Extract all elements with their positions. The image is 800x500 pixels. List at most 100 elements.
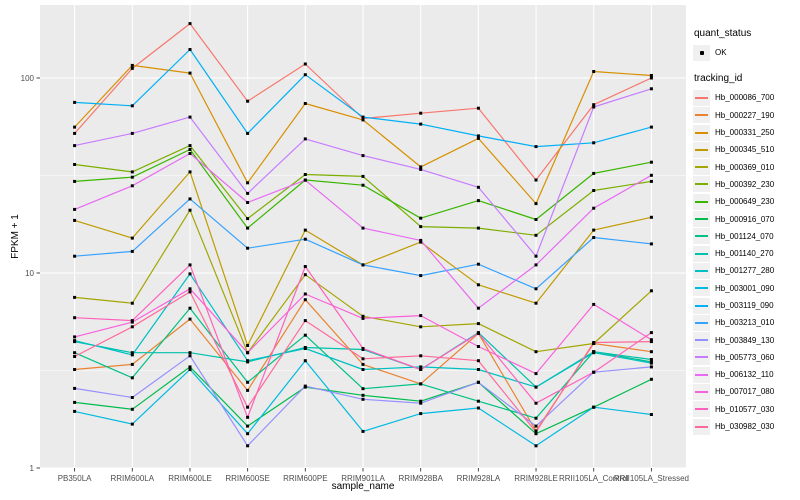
legend-item-ok[interactable]: OK bbox=[693, 44, 799, 61]
data-point bbox=[534, 372, 538, 376]
legend-line-swatch bbox=[695, 114, 708, 117]
legend-entries: Hb_000086_700 Hb_000227_190 Hb_000331_250 H… bbox=[693, 89, 799, 435]
data-point bbox=[73, 339, 77, 343]
data-point bbox=[649, 331, 653, 335]
point-marker-icon bbox=[699, 50, 704, 55]
legend-item-Hb_000086_700[interactable]: Hb_000086_700 bbox=[693, 89, 799, 106]
x-tick-label: RRIM928LA bbox=[457, 474, 501, 483]
legend-item-Hb_001277_280[interactable]: Hb_001277_280 bbox=[693, 262, 799, 279]
data-point bbox=[188, 71, 192, 75]
legend-item-label: Hb_000392_230 bbox=[715, 179, 775, 189]
data-point bbox=[419, 354, 423, 358]
x-tick-label: RRIM600SE bbox=[225, 474, 269, 483]
data-point bbox=[246, 217, 250, 221]
data-point bbox=[476, 399, 480, 403]
x-tick-label: PB350LA bbox=[58, 474, 92, 483]
data-point bbox=[246, 344, 250, 347]
data-point bbox=[188, 287, 192, 291]
legend-item-Hb_000392_230[interactable]: Hb_000392_230 bbox=[693, 176, 799, 193]
data-point bbox=[130, 66, 134, 70]
data-point bbox=[592, 228, 596, 232]
legend-item-Hb_006132_110[interactable]: Hb_006132_110 bbox=[693, 366, 799, 383]
data-point bbox=[73, 316, 77, 320]
legend-item-Hb_010577_030[interactable]: Hb_010577_030 bbox=[693, 401, 799, 418]
legend-line-swatch bbox=[695, 304, 708, 307]
data-point bbox=[476, 306, 480, 310]
legend-item-Hb_003001_090[interactable]: Hb_003001_090 bbox=[693, 280, 799, 297]
data-point bbox=[649, 358, 653, 361]
legend-item-label: Hb_000331_250 bbox=[715, 128, 775, 138]
data-point bbox=[188, 115, 192, 119]
data-point bbox=[188, 144, 192, 148]
legend-line-swatch bbox=[695, 339, 708, 342]
data-point bbox=[361, 316, 365, 320]
legend-item-label: Hb_000345_510 bbox=[715, 145, 775, 155]
legend-item-Hb_005773_060[interactable]: Hb_005773_060 bbox=[693, 349, 799, 366]
data-point bbox=[246, 226, 250, 230]
data-point bbox=[419, 399, 423, 403]
legend-item-Hb_000331_250[interactable]: Hb_000331_250 bbox=[693, 124, 799, 141]
legend-item-label: Hb_000369_010 bbox=[715, 162, 775, 172]
legend-item-label: Hb_001140_270 bbox=[715, 249, 774, 259]
data-point bbox=[303, 359, 307, 363]
data-point bbox=[419, 122, 423, 126]
data-point bbox=[130, 325, 134, 329]
legend-item-Hb_000916_070[interactable]: Hb_000916_070 bbox=[693, 210, 799, 228]
data-point bbox=[361, 314, 365, 318]
data-point bbox=[534, 401, 538, 405]
legend-item-Hb_000345_510[interactable]: Hb_000345_510 bbox=[693, 141, 799, 158]
legend-item-Hb_000649_230[interactable]: Hb_000649_230 bbox=[693, 193, 799, 210]
legend-key-box bbox=[693, 193, 710, 210]
data-point bbox=[303, 347, 307, 350]
data-point bbox=[649, 350, 653, 354]
data-point bbox=[419, 365, 423, 369]
data-point bbox=[534, 385, 538, 389]
data-point bbox=[130, 170, 134, 174]
data-point bbox=[649, 242, 653, 246]
data-point bbox=[73, 368, 77, 371]
legend-item-Hb_003849_130[interactable]: Hb_003849_130 bbox=[693, 331, 799, 349]
legend-item-label: Hb_003119_090 bbox=[715, 301, 774, 310]
data-point bbox=[476, 106, 480, 110]
data-point bbox=[188, 263, 192, 267]
data-point bbox=[303, 273, 307, 277]
legend-item-Hb_003213_010[interactable]: Hb_003213_010 bbox=[693, 314, 799, 331]
data-point bbox=[361, 393, 365, 397]
legend-item-Hb_001140_270[interactable]: Hb_001140_270 bbox=[693, 245, 799, 262]
legend-item-Hb_030982_030[interactable]: Hb_030982_030 bbox=[693, 418, 799, 435]
data-point bbox=[649, 338, 653, 342]
legend-item-label: Hb_003001_090 bbox=[715, 283, 775, 293]
data-point bbox=[419, 314, 423, 318]
legend-item-Hb_001124_070[interactable]: Hb_001124_070 bbox=[693, 228, 799, 245]
data-point bbox=[592, 351, 596, 355]
data-point bbox=[592, 171, 596, 175]
legend-item-Hb_007017_080[interactable]: Hb_007017_080 bbox=[693, 383, 799, 400]
data-point bbox=[534, 430, 538, 434]
legend-item-label: OK bbox=[715, 48, 727, 58]
legend-line-swatch bbox=[695, 408, 708, 411]
data-point bbox=[592, 103, 596, 107]
data-point bbox=[419, 240, 423, 244]
data-point bbox=[419, 412, 423, 416]
data-point bbox=[246, 415, 250, 419]
legend-key-box bbox=[693, 44, 710, 61]
legend-key-box bbox=[693, 418, 710, 435]
data-point bbox=[592, 302, 596, 306]
x-tick-label: RRIM928BA bbox=[398, 474, 443, 483]
data-point bbox=[303, 228, 307, 232]
legend-item-Hb_000227_190[interactable]: Hb_000227_190 bbox=[693, 107, 799, 124]
data-point bbox=[303, 102, 307, 105]
legend-item-Hb_003119_090[interactable]: Hb_003119_090 bbox=[693, 297, 799, 314]
legend-key-box bbox=[693, 280, 710, 297]
legend-key-box bbox=[693, 383, 710, 400]
legend-item-Hb_000369_010[interactable]: Hb_000369_010 bbox=[693, 158, 799, 176]
legend-item-label: Hb_000916_070 bbox=[715, 214, 775, 224]
data-point bbox=[73, 355, 77, 358]
legend-key-box bbox=[693, 89, 710, 106]
legend-line-swatch bbox=[695, 235, 708, 238]
data-point bbox=[188, 272, 192, 276]
legend-key-box bbox=[693, 245, 710, 262]
data-point bbox=[303, 298, 307, 302]
legend-key-box bbox=[693, 401, 710, 418]
